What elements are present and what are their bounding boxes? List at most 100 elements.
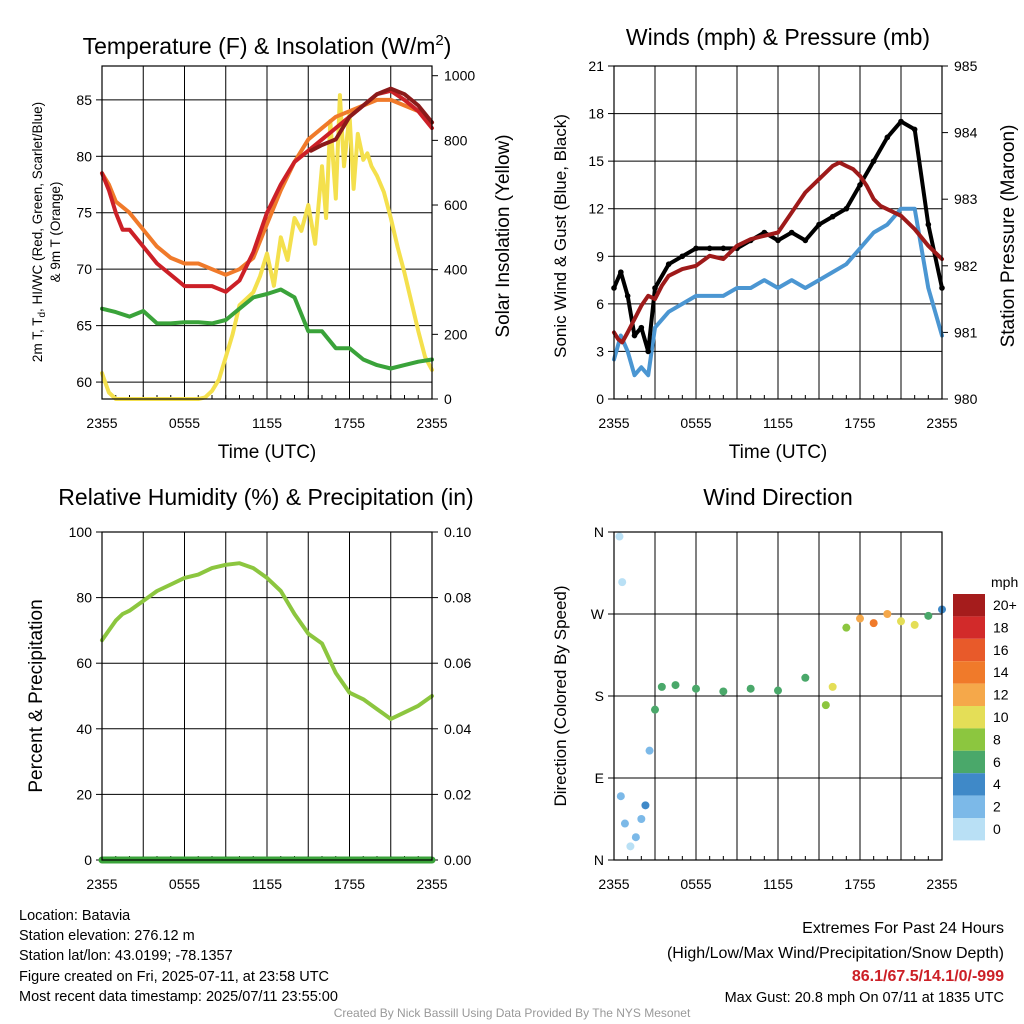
x-tick-label: 1755: [334, 415, 365, 431]
panel1-ylabel-right: Solar Insolation (Yellow): [493, 134, 514, 337]
gust-point: [884, 134, 891, 141]
y-tick-label-left: 0: [596, 391, 604, 407]
colorbar-label: 18: [993, 619, 1009, 635]
direction-point: [620, 819, 629, 828]
panel3-ylabel-left: Percent & Precipitation: [26, 599, 47, 792]
gust-point: [857, 182, 863, 188]
y-tick-label-left: 20: [76, 786, 92, 802]
direction-point: [883, 610, 892, 618]
y-tick-label-left: 60: [76, 655, 92, 671]
panel1-ylabel-left-2: & 9m T (Orange): [48, 182, 63, 283]
panel2-ylabel-left: Sonic Wind & Gust (Blue, Black): [551, 114, 570, 358]
y-tick-label-right: 0.00: [444, 852, 471, 868]
y-tick-label-left: N: [594, 852, 604, 868]
y-tick-label-left: E: [595, 770, 604, 786]
temperature-insolation-panel: Temperature (F) & Insolation (W/m2) Time…: [30, 32, 514, 463]
direction-point: [821, 701, 830, 710]
extremes-subtitle: (High/Low/Max Wind/Precipitation/Snow De…: [666, 945, 1004, 962]
y-tick-label-left: W: [591, 606, 605, 622]
direction-point: [746, 684, 755, 693]
x-tick-label: 0555: [169, 415, 200, 431]
series-line-4: [100, 287, 434, 371]
x-tick-label: 2355: [598, 876, 629, 892]
recent-data-text: Most recent data timestamp: 2025/07/11 2…: [19, 988, 338, 1005]
gust-point: [843, 205, 850, 212]
y-tick-label-left: 60: [76, 374, 92, 390]
direction-point: [616, 792, 625, 801]
x-tick-label: 1155: [252, 876, 282, 892]
x-tick-label: 0555: [680, 415, 711, 431]
x-tick-label: 1755: [844, 876, 875, 892]
credit-text: Created By Nick Bassill Using Data Provi…: [333, 1006, 691, 1020]
y-tick-label-left: 6: [596, 296, 604, 312]
gust-point: [802, 237, 809, 244]
wind-direction-panel: Wind Direction Direction (Colored By Spe…: [551, 484, 1018, 892]
series-line-2: [612, 160, 944, 345]
elevation-text: Station elevation: 276.12 m: [19, 928, 195, 945]
direction-point: [692, 684, 700, 693]
plot-frame: [613, 531, 943, 861]
colorbar-label: 20+: [993, 597, 1017, 613]
gust-point: [706, 245, 713, 252]
direction-point: [637, 815, 646, 823]
plot-frame: [613, 65, 943, 400]
direction-point: [719, 687, 728, 696]
direction-point: [615, 532, 624, 541]
direction-point: [671, 681, 680, 690]
colorbar-label: 16: [993, 642, 1009, 658]
colorbar-swatch: [953, 683, 985, 706]
y-tick-label-left: 75: [76, 205, 92, 221]
y-tick-label-right: 200: [444, 326, 468, 342]
direction-point: [869, 619, 878, 628]
y-tick-label-right: 982: [954, 258, 978, 274]
y-tick-label-right: 980: [954, 391, 978, 407]
plot-frame: [101, 65, 433, 400]
colorbar-swatch: [953, 728, 985, 751]
location-text: Location: Batavia: [19, 908, 131, 924]
y-tick-label-right: 984: [954, 125, 978, 141]
humidity-precip-panel: Relative Humidity (%) & Precipitation (i…: [26, 484, 474, 892]
y-tick-label-left: 80: [76, 148, 92, 164]
y-tick-label-left: 9: [596, 248, 604, 264]
gust-point: [911, 126, 918, 133]
gust-point: [665, 261, 672, 268]
colorbar-swatch: [953, 594, 985, 617]
panel3-title: Relative Humidity (%) & Precipitation (i…: [58, 484, 473, 510]
x-tick-label: 2355: [926, 876, 957, 892]
panel1-ylabel-left: 2m T, Td, HI/WC (Red, Green, Scarlet/Blu…: [30, 102, 48, 362]
colorbar-label: 12: [993, 687, 1009, 703]
colorbar-swatch: [953, 638, 985, 662]
gust-point: [631, 332, 638, 339]
y-tick-label-right: 0: [444, 391, 452, 407]
y-tick-label-right: 0.02: [444, 786, 471, 802]
y-tick-label-left: 85: [76, 92, 92, 108]
series-line-3: [309, 86, 434, 153]
y-tick-label-left: 0: [84, 852, 92, 868]
y-tick-label-left: 21: [588, 58, 604, 74]
y-tick-label-left: 18: [588, 106, 604, 122]
y-tick-label-left: 70: [76, 261, 92, 277]
colorbar-label: 6: [993, 754, 1001, 770]
colorbar-unit: mph: [991, 574, 1018, 590]
direction-point: [626, 842, 635, 851]
y-tick-label-right: 0.06: [444, 655, 471, 671]
y-tick-label-left: N: [594, 524, 604, 540]
colorbar-label: 14: [993, 664, 1009, 680]
gust-point: [679, 253, 686, 260]
colorbar-label: 10: [993, 709, 1009, 725]
direction-point: [657, 682, 666, 691]
colorbar-swatch: [953, 795, 985, 818]
y-tick-label-left: 65: [76, 318, 92, 334]
x-tick-label: 2355: [598, 415, 629, 431]
y-tick-label-left: 80: [76, 590, 92, 606]
direction-point: [651, 705, 659, 714]
direction-point: [924, 611, 933, 620]
y-tick-label-right: 800: [444, 132, 468, 148]
direction-point: [842, 623, 851, 632]
panel2-title: Winds (mph) & Pressure (mb): [626, 24, 930, 50]
x-tick-label: 1755: [844, 415, 875, 431]
charts-canvas: Temperature (F) & Insolation (W/m2) Time…: [26, 24, 1019, 892]
direction-point: [910, 620, 919, 629]
x-tick-label: 0555: [169, 876, 200, 892]
extremes-title: Extremes For Past 24 Hours: [802, 920, 1004, 937]
